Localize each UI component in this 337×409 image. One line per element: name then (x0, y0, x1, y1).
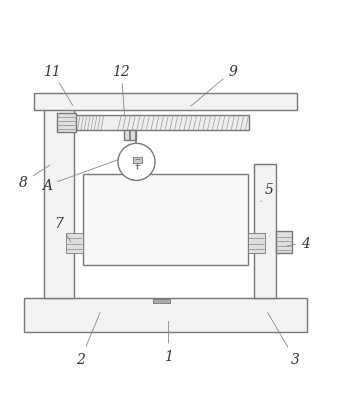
Text: 3: 3 (268, 313, 299, 366)
Text: 4: 4 (287, 236, 309, 250)
Text: 7: 7 (55, 216, 71, 243)
Bar (24, 299, 307, 332)
Bar (34, 94, 297, 110)
Bar (44, 103, 74, 299)
Text: 9: 9 (191, 65, 237, 107)
Bar (74, 115, 249, 130)
Bar (153, 300, 170, 303)
Text: 2: 2 (76, 313, 100, 366)
Text: 8: 8 (19, 166, 50, 190)
Bar (248, 233, 265, 253)
Text: 5: 5 (261, 182, 274, 202)
Text: 11: 11 (43, 65, 73, 106)
Circle shape (118, 144, 155, 181)
Bar (83, 174, 248, 265)
Text: 1: 1 (164, 321, 173, 363)
Bar (57, 114, 76, 132)
Bar (66, 233, 83, 253)
Bar (124, 130, 136, 141)
Bar (276, 231, 292, 253)
Text: A: A (42, 160, 119, 193)
Bar (133, 158, 142, 164)
Bar (254, 164, 276, 299)
Text: 12: 12 (113, 65, 130, 116)
